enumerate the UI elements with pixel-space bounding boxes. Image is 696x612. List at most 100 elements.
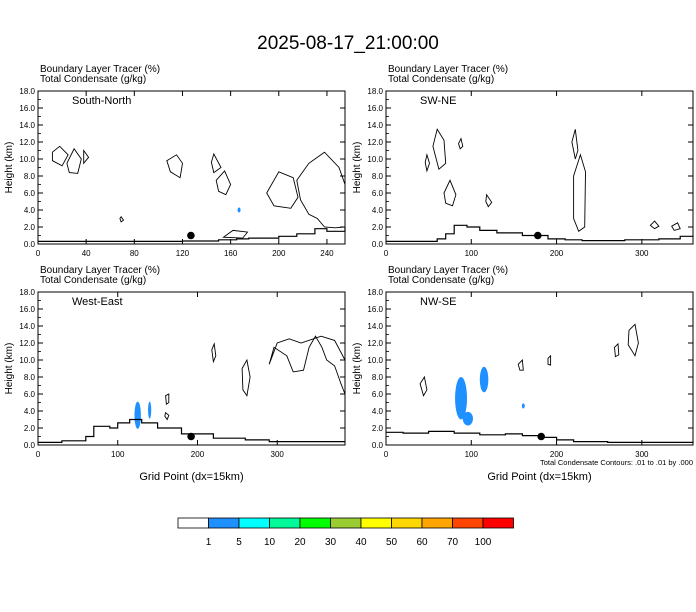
- condensate-contour: [571, 129, 579, 160]
- x-axis-label: Grid Point (dx=15km): [139, 471, 243, 483]
- colorbar-swatch: [360, 517, 392, 529]
- colorbar-label: 20: [294, 537, 306, 548]
- plot-frame: [37, 291, 346, 446]
- terrain-line: [386, 224, 694, 242]
- colorbar-label: 50: [386, 537, 398, 548]
- y-axis-label: Height (km): [4, 142, 15, 194]
- condensate-contour: [215, 170, 232, 196]
- plot-frame: [37, 90, 346, 245]
- y-tick-label: 10.0: [367, 356, 383, 365]
- colorbar-label: 10: [264, 537, 276, 548]
- x-tick-label: 100: [465, 249, 479, 258]
- panel-title: South-North: [72, 95, 131, 107]
- y-tick-label: 16.0: [19, 104, 35, 113]
- panel-south-north: Boundary Layer Tracer (%)Total Condensat…: [4, 64, 346, 258]
- y-tick-label: 16.0: [19, 305, 35, 314]
- y-tick-label: 8.0: [372, 172, 384, 181]
- y-tick-label: 18.0: [19, 288, 35, 297]
- y-tick-label: 10.0: [367, 155, 383, 164]
- condensate-contour: [165, 393, 170, 406]
- y-tick-label: 18.0: [19, 87, 35, 96]
- panel-title: SW-NE: [420, 95, 456, 107]
- condensate-contour: [166, 154, 183, 179]
- y-axis-label: Height (km): [352, 343, 363, 395]
- y-tick-label: 0.0: [372, 441, 384, 450]
- contour-note: Total Condensate Contours: .01 to .01 by…: [540, 458, 693, 467]
- x-tick-label: 0: [36, 450, 41, 459]
- y-tick-label: 2.0: [24, 223, 36, 232]
- x-tick-label: 40: [82, 249, 91, 258]
- plot-frame: [385, 90, 694, 245]
- y-tick-label: 10.0: [19, 356, 35, 365]
- condensate-contour: [627, 323, 639, 357]
- x-tick-label: 100: [465, 450, 479, 459]
- colorbar-swatch: [452, 517, 484, 529]
- condensate-contour: [547, 354, 552, 366]
- y-tick-label: 12.0: [367, 339, 383, 348]
- condensate-contour: [443, 179, 457, 207]
- condensate-contour: [458, 137, 464, 150]
- x-axis-label: Grid Point (dx=15km): [487, 471, 591, 483]
- condensate-contour: [517, 358, 524, 371]
- y-tick-label: 18.0: [367, 87, 383, 96]
- tracer-shading: [134, 401, 141, 429]
- x-tick-label: 80: [130, 249, 139, 258]
- condensate-contour: [164, 411, 170, 421]
- condensate-contour: [266, 171, 299, 209]
- panel-title: West-East: [72, 296, 123, 308]
- panel-header-line2: Total Condensate (g/kg): [388, 74, 494, 85]
- x-tick-label: 0: [384, 450, 389, 459]
- x-tick-label: 120: [176, 249, 190, 258]
- condensate-contour: [671, 222, 681, 231]
- panel-title: NW-SE: [420, 296, 456, 308]
- x-tick-label: 240: [320, 249, 334, 258]
- y-tick-label: 6.0: [372, 189, 384, 198]
- panel-header-line1: Boundary Layer Tracer (%): [40, 64, 160, 75]
- condensate-contour: [485, 193, 493, 208]
- y-axis-label: Height (km): [352, 142, 363, 194]
- y-tick-label: 8.0: [24, 373, 36, 382]
- location-marker: [187, 432, 195, 441]
- y-tick-label: 14.0: [19, 322, 35, 331]
- condensate-contour: [83, 149, 90, 165]
- condensate-contour: [210, 152, 222, 174]
- x-tick-label: 300: [635, 450, 649, 459]
- colorbar-label: 70: [447, 537, 459, 548]
- colorbar-label: 1: [206, 537, 212, 548]
- condensate-contour: [268, 335, 346, 395]
- tracer-shading: [148, 401, 152, 419]
- condensate-contour: [119, 216, 125, 223]
- colorbar-swatch: [208, 517, 240, 529]
- y-tick-label: 12.0: [19, 339, 35, 348]
- condensate-contour: [296, 151, 346, 229]
- plot-frame: [385, 291, 694, 446]
- colorbar-swatch: [391, 517, 423, 529]
- terrain-line: [386, 430, 694, 443]
- colorbar-label: 100: [475, 537, 492, 548]
- x-tick-label: 200: [550, 249, 564, 258]
- colorbar-swatch: [177, 517, 209, 529]
- x-tick-label: 0: [384, 249, 389, 258]
- condensate-contour: [419, 375, 428, 397]
- y-tick-label: 2.0: [372, 223, 384, 232]
- y-tick-label: 12.0: [367, 138, 383, 147]
- y-tick-label: 6.0: [24, 390, 36, 399]
- y-tick-label: 16.0: [367, 305, 383, 314]
- tracer-shading: [455, 377, 468, 420]
- x-tick-label: 200: [272, 249, 286, 258]
- y-tick-label: 8.0: [24, 172, 36, 181]
- y-tick-label: 0.0: [24, 441, 36, 450]
- condensate-contour: [222, 229, 249, 239]
- y-tick-label: 12.0: [19, 138, 35, 147]
- y-tick-label: 18.0: [367, 288, 383, 297]
- x-tick-label: 300: [635, 249, 649, 258]
- panel-header-line1: Boundary Layer Tracer (%): [40, 265, 160, 276]
- y-tick-label: 4.0: [372, 407, 384, 416]
- panel-west-east: Boundary Layer Tracer (%)Total Condensat…: [4, 265, 346, 483]
- colorbar-swatch: [482, 517, 514, 529]
- colorbar-label: 5: [236, 537, 242, 548]
- colorbar-swatch: [269, 517, 301, 529]
- condensate-contour: [211, 342, 217, 364]
- figure-title: 2025-08-17_21:00:00: [257, 33, 439, 54]
